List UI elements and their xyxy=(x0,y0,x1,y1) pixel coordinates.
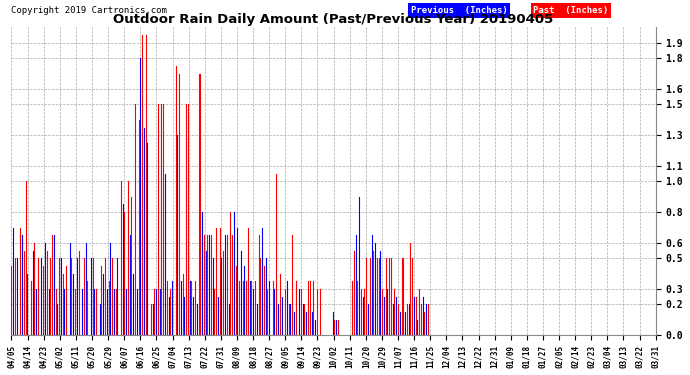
Text: Copyright 2019 Cartronics.com: Copyright 2019 Cartronics.com xyxy=(12,6,167,15)
Text: Past  (Inches): Past (Inches) xyxy=(533,6,609,15)
Title: Outdoor Rain Daily Amount (Past/Previous Year) 20190405: Outdoor Rain Daily Amount (Past/Previous… xyxy=(113,13,553,26)
Text: Previous  (Inches): Previous (Inches) xyxy=(411,6,508,15)
